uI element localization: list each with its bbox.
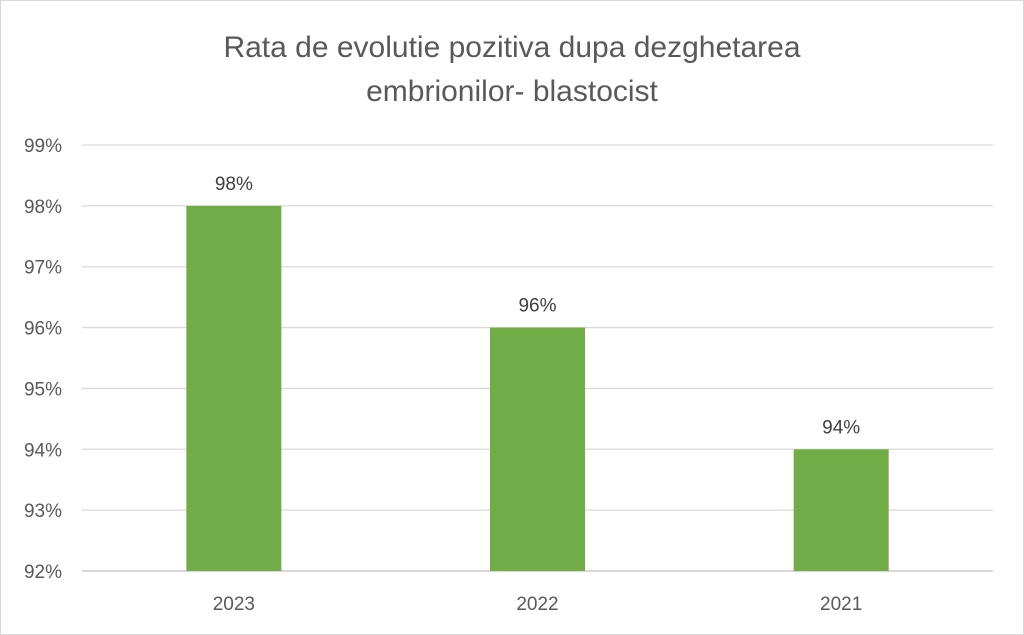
data-label: 94% [822,417,860,438]
x-tick-label: 2022 [516,594,558,615]
y-tick-label: 95% [24,379,62,400]
chart-title-line-1: Rata de evolutie pozitiva dupa dezghetar… [223,31,801,64]
x-tick-label: 2023 [213,594,255,615]
y-tick-label: 96% [24,319,62,340]
chart-title-line-2: embrionilor- blastocist [366,75,658,108]
x-tick-label: 2021 [820,594,862,615]
y-tick-label: 92% [24,562,62,583]
chart-title: Rata de evolutie pozitiva dupa dezghetar… [0,26,1024,114]
bar [186,205,282,571]
y-tick-label: 94% [24,440,62,461]
y-tick-label: 93% [24,501,62,522]
y-tick-label: 98% [24,197,62,218]
bar [490,327,585,571]
bar [793,449,889,571]
y-tick-label: 99% [24,136,62,157]
data-label: 98% [215,174,253,195]
y-tick-label: 97% [24,258,62,279]
data-label: 96% [518,296,556,317]
